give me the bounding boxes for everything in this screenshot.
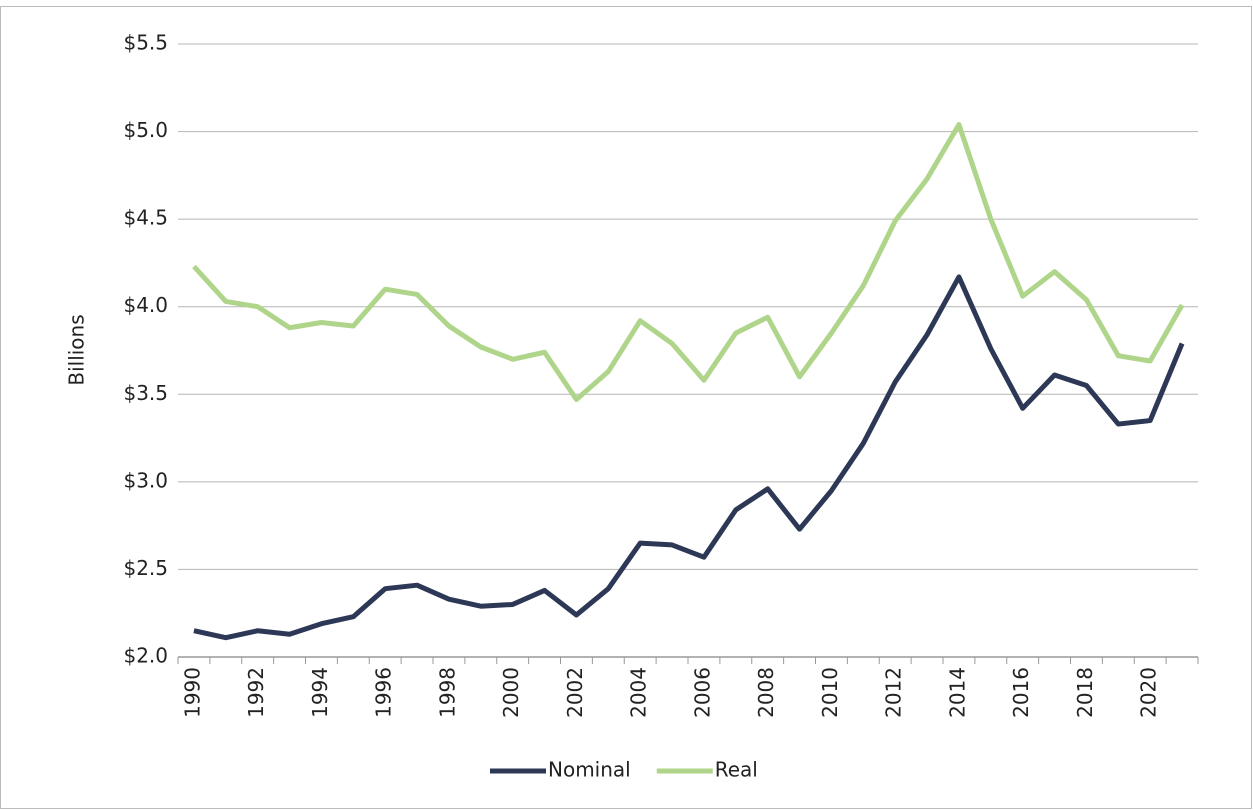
x-tick-label: 1998 bbox=[435, 667, 459, 718]
y-tick-label: $2.5 bbox=[123, 556, 168, 580]
x-tick-label: 2010 bbox=[818, 667, 842, 718]
legend-label: Nominal bbox=[548, 758, 631, 782]
legend-label: Real bbox=[715, 758, 758, 782]
x-tick-label: 2016 bbox=[1009, 667, 1033, 718]
y-tick-label: $5.5 bbox=[123, 31, 168, 55]
x-tick-label: 1996 bbox=[372, 667, 396, 718]
y-tick-label: $4.5 bbox=[123, 206, 168, 230]
line-series bbox=[192, 122, 1185, 403]
line-series bbox=[193, 274, 1185, 641]
y-tick-label: $2.0 bbox=[123, 644, 168, 668]
x-tick-label: 2012 bbox=[882, 667, 906, 718]
y-tick-label: $5.0 bbox=[123, 118, 168, 142]
y-tick-label: $3.5 bbox=[123, 381, 168, 405]
x-tick-label: 2006 bbox=[690, 667, 714, 718]
y-tick-label: $4.0 bbox=[123, 293, 168, 317]
x-tick-label: 2004 bbox=[627, 667, 651, 718]
x-tick-label: 2018 bbox=[1073, 667, 1097, 718]
x-tick-label: 1990 bbox=[180, 667, 204, 718]
frame bbox=[0, 6, 1252, 809]
x-tick-label: 2014 bbox=[945, 667, 969, 718]
y-tick-label: $3.0 bbox=[123, 468, 168, 492]
x-tick-label: 1994 bbox=[308, 667, 332, 718]
x-tick-label: 2008 bbox=[754, 667, 778, 718]
y-axis-label: Billions bbox=[65, 314, 89, 385]
x-tick-label: 2002 bbox=[563, 667, 587, 718]
x-tick-label: 2020 bbox=[1137, 667, 1161, 718]
x-tick-label: 1992 bbox=[244, 667, 268, 718]
x-tick-label: 2000 bbox=[499, 667, 523, 718]
